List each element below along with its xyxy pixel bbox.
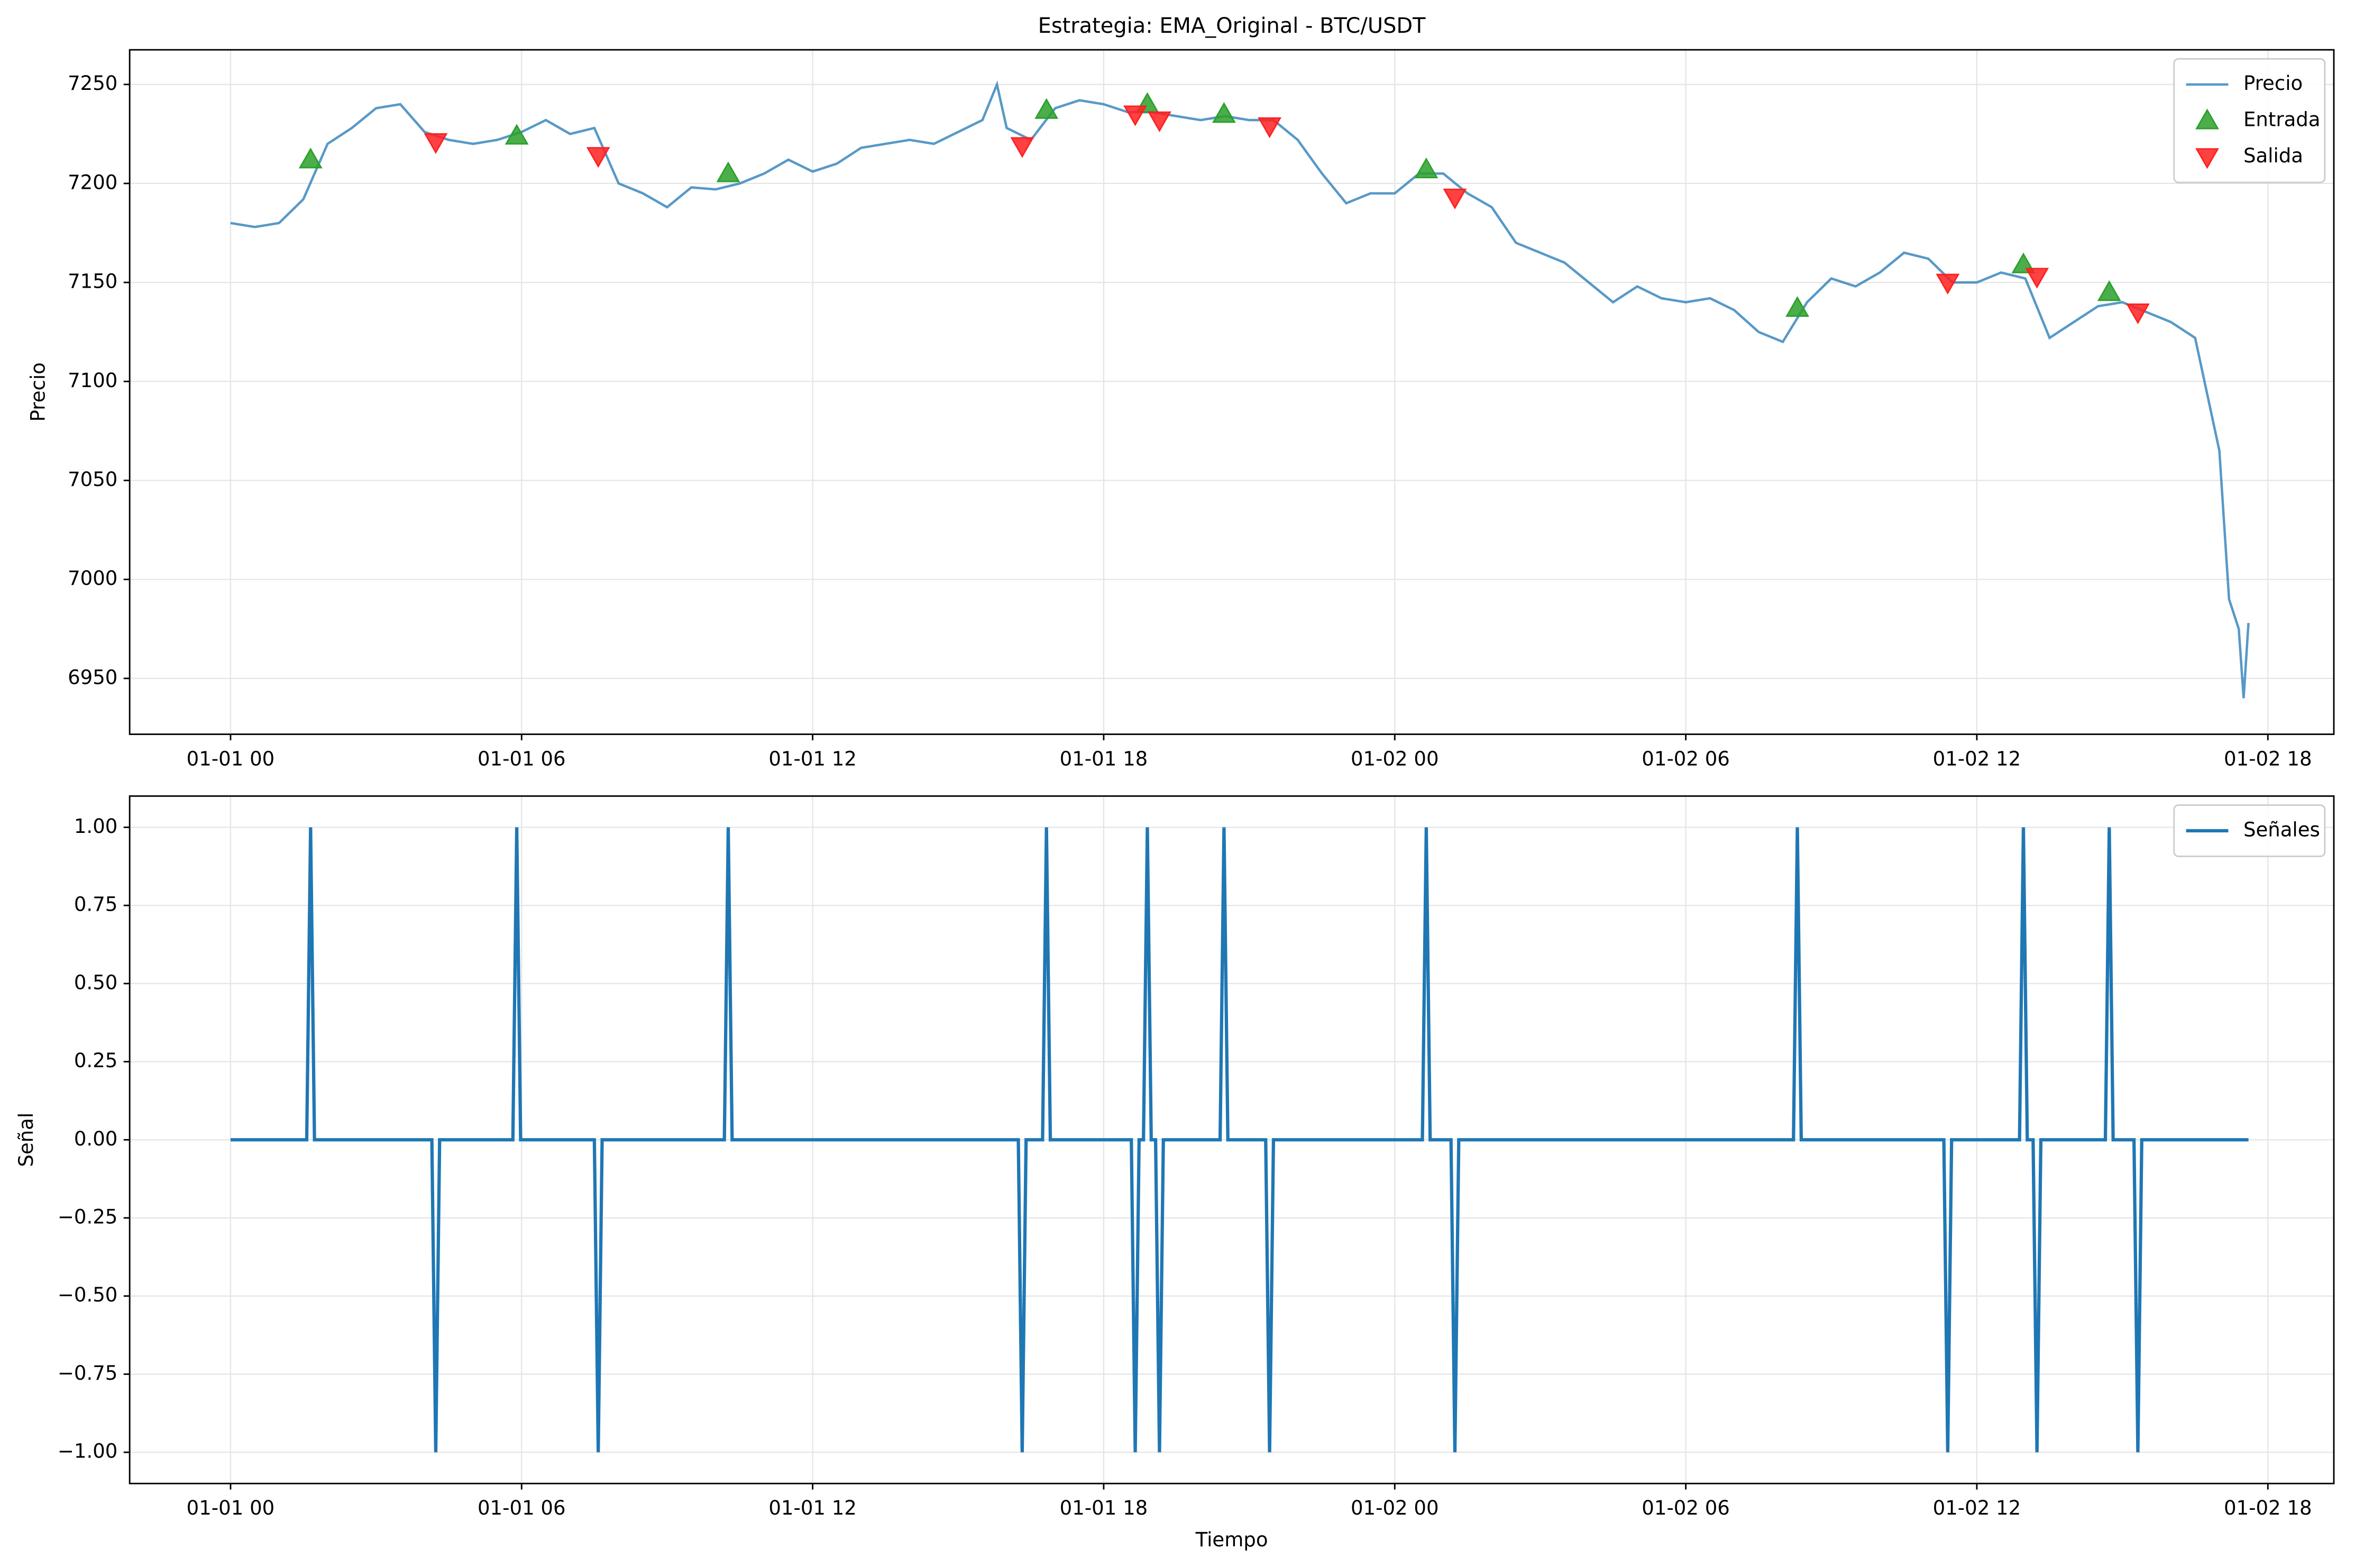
y-tick-label: 0.25 xyxy=(74,1049,118,1072)
x-tick-label: 01-01 18 xyxy=(1060,747,1148,770)
signal-marker xyxy=(1212,102,1236,123)
signal-marker xyxy=(424,133,448,154)
signal-marker xyxy=(1785,296,1809,317)
signal-marker xyxy=(716,161,740,182)
y-tick-label: 7200 xyxy=(68,171,117,194)
legend-label: Señales xyxy=(2243,818,2320,841)
chart-title: Estrategia: EMA_Original - BTC/USDT xyxy=(1038,14,1426,38)
y-tick-label: 7150 xyxy=(68,270,117,293)
x-tick-label: 01-01 06 xyxy=(478,1497,566,1519)
y-tick-label: −0.75 xyxy=(58,1362,118,1384)
signal-marker xyxy=(1010,137,1034,158)
y-tick-label: 7250 xyxy=(68,72,117,95)
x-tick-label: 01-01 00 xyxy=(187,747,275,770)
x-tick-label: 01-01 06 xyxy=(478,747,566,770)
signal-marker xyxy=(1258,117,1282,139)
legend-label: Precio xyxy=(2243,72,2303,95)
x-tick-label: 01-02 06 xyxy=(1642,1497,1730,1519)
y-axis-label: Precio xyxy=(27,362,50,421)
x-axis-label: Tiempo xyxy=(1195,1528,1268,1551)
series-line xyxy=(230,827,2249,1453)
signal-marker xyxy=(1443,188,1467,209)
signal-marker xyxy=(1034,98,1059,119)
legend-label: Salida xyxy=(2243,144,2303,167)
y-tick-label: −1.00 xyxy=(58,1440,118,1463)
signal-marker xyxy=(2097,280,2121,301)
x-tick-label: 01-01 12 xyxy=(768,1497,857,1519)
signal-marker xyxy=(2025,268,2049,289)
signal-marker xyxy=(298,148,323,169)
signal-marker xyxy=(1123,105,1147,126)
x-tick-label: 01-02 00 xyxy=(1351,747,1439,770)
axes-frame xyxy=(129,49,2335,735)
x-tick-label: 01-02 12 xyxy=(1933,747,2021,770)
y-tick-label: 1.00 xyxy=(74,815,118,838)
y-tick-label: 0.75 xyxy=(74,893,118,916)
x-tick-label: 01-02 00 xyxy=(1351,1497,1439,1519)
legend-box xyxy=(2173,804,2326,857)
legend-label: Entrada xyxy=(2243,108,2321,131)
signal-marker xyxy=(586,147,610,168)
y-tick-label: 0.50 xyxy=(74,971,118,994)
x-tick-label: 01-02 12 xyxy=(1933,1497,2021,1519)
legend-swatch xyxy=(2195,108,2219,130)
y-tick-label: 7050 xyxy=(68,468,117,491)
y-tick-label: 6950 xyxy=(68,666,117,689)
signal-marker xyxy=(1414,157,1438,179)
y-tick-label: −0.25 xyxy=(58,1206,118,1228)
x-tick-label: 01-02 06 xyxy=(1642,747,1730,770)
signal-marker xyxy=(2126,303,2150,325)
x-tick-label: 01-02 18 xyxy=(2224,1497,2312,1519)
legend-swatch xyxy=(2195,148,2219,169)
x-tick-label: 01-01 12 xyxy=(768,747,857,770)
y-tick-label: 7000 xyxy=(68,567,117,590)
signal-marker xyxy=(505,124,529,145)
y-tick-label: 7100 xyxy=(68,369,117,392)
axes-frame xyxy=(129,795,2335,1484)
signal-marker xyxy=(1147,111,1171,132)
x-tick-label: 01-02 18 xyxy=(2224,747,2312,770)
y-tick-label: −0.50 xyxy=(58,1283,118,1306)
x-tick-label: 01-01 00 xyxy=(187,1497,275,1519)
y-tick-label: 0.00 xyxy=(74,1127,118,1150)
signal-marker xyxy=(1936,273,1960,295)
x-tick-label: 01-01 18 xyxy=(1060,1497,1148,1519)
y-axis-label: Señal xyxy=(15,1113,38,1167)
